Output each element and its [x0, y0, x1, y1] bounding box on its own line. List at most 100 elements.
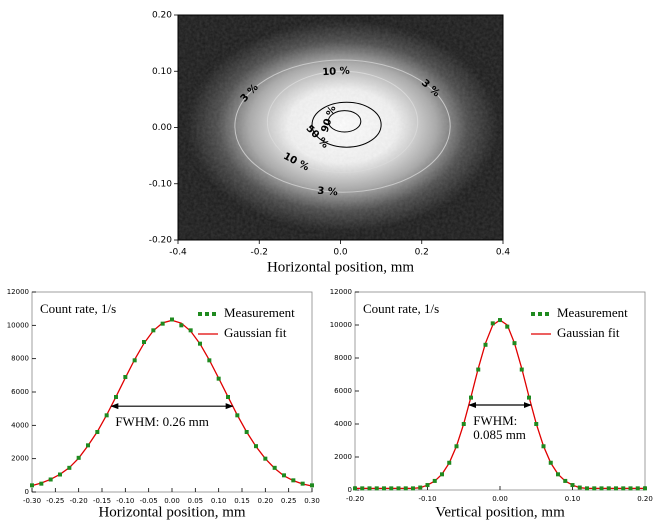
x-tick-label: -0.4: [169, 248, 187, 258]
measurement-point: [95, 430, 100, 434]
measurement-point: [353, 486, 357, 491]
measurement-point: [123, 375, 128, 379]
y-axis-label: Count rate, 1/s: [40, 301, 116, 316]
y-tick-label: 12000: [330, 288, 352, 296]
y-tick-label: 0: [348, 486, 352, 494]
y-tick-label: -0.20: [149, 236, 173, 246]
measurement-point: [188, 328, 193, 333]
measurement-point: [461, 422, 466, 426]
measurement-point: [48, 477, 53, 482]
x-tick-label: 0.4: [496, 248, 511, 258]
x-tick-label: 0.00: [164, 497, 180, 505]
y-tick-label: 2000: [11, 455, 29, 463]
legend-swatch: [198, 312, 202, 316]
measurement-point: [490, 321, 495, 326]
fwhm-label: FWHM: 0.26 mm: [115, 414, 209, 429]
measurement-point: [556, 472, 560, 477]
measurement-point: [58, 472, 62, 477]
measurement-point: [541, 444, 546, 449]
measurement-point: [142, 340, 146, 344]
x-axis-label: Vertical position, mm: [435, 504, 565, 520]
measurement-point: [592, 486, 597, 491]
x-tick-label: -0.20: [70, 497, 88, 505]
contour: [234, 59, 451, 193]
measurement-point: [179, 323, 184, 328]
heatmap-noise: [178, 15, 503, 240]
y-tick-label: 0: [25, 488, 29, 496]
legend-label: Gaussian fit: [557, 325, 620, 340]
y-tick-label: 4000: [334, 420, 352, 428]
measurement-point: [585, 486, 589, 491]
x-tick-label: -0.2: [250, 248, 268, 258]
x-tick-label: -0.20: [346, 495, 364, 503]
x-axis-label: Horizontal position, mm: [267, 259, 414, 275]
x-tick-label: -0.30: [23, 497, 41, 505]
measurement-point: [160, 321, 165, 326]
measurement-point: [469, 395, 473, 400]
measurement-point: [599, 486, 604, 491]
measurement-point: [418, 485, 423, 490]
measurement-point: [389, 486, 394, 491]
legend-swatch: [538, 312, 542, 316]
x-tick-label: 0.10: [211, 497, 227, 505]
measurement-point: [151, 328, 156, 333]
fwhm-label: 0.085 mm: [473, 427, 526, 442]
measurement-point: [235, 413, 240, 418]
measurement-point: [425, 483, 430, 488]
measurement-point: [198, 341, 202, 346]
y-tick-label: 6000: [334, 387, 352, 395]
measurement-point: [282, 473, 286, 478]
measurement-point: [263, 456, 268, 461]
legend-swatch: [212, 312, 216, 316]
y-tick-label: 2000: [334, 453, 352, 461]
measurement-point: [447, 460, 452, 465]
legend-label: Measurement: [224, 305, 295, 320]
measurement-point: [621, 486, 626, 491]
legend-swatch: [545, 312, 549, 316]
y-tick-label: 0.10: [152, 67, 172, 77]
contour-label: 10 %: [322, 66, 350, 79]
measurement-point: [104, 413, 109, 418]
measurement-point: [628, 486, 633, 491]
measurement-point: [254, 444, 258, 449]
x-tick-label: -0.25: [46, 497, 64, 505]
measurement-point: [244, 430, 249, 434]
measurement-point: [132, 358, 137, 363]
y-tick-label: 10000: [330, 321, 352, 329]
measurement-point: [440, 472, 444, 477]
x-tick-label: -0.10: [116, 497, 134, 505]
measurement-point: [226, 395, 230, 399]
measurement-point: [432, 478, 437, 483]
x-tick-label: -0.05: [140, 497, 158, 505]
x-tick-label: 0.20: [637, 495, 653, 503]
measurement-point: [548, 460, 553, 465]
x-tick-label: 0.30: [304, 497, 320, 505]
y-tick-label: 10000: [7, 321, 29, 329]
measurement-point: [30, 483, 34, 488]
contour-label: 3 %: [317, 186, 338, 199]
measurement-point: [382, 486, 386, 491]
x-tick-label: -0.15: [93, 497, 111, 505]
measurement-point: [527, 395, 531, 400]
measurement-point: [606, 486, 611, 491]
legend-label: Measurement: [557, 305, 628, 320]
legend-label: Gaussian fit: [224, 325, 287, 340]
measurement-point: [577, 485, 582, 490]
measurement-point: [512, 341, 517, 346]
x-tick-label: 0.10: [565, 495, 581, 503]
y-tick-label: 6000: [11, 388, 29, 396]
measurement-point: [310, 483, 314, 488]
measurement-point: [498, 318, 502, 323]
y-tick-label: 12000: [7, 288, 29, 296]
x-tick-label: 0.0: [333, 248, 348, 258]
x-tick-label: 0.20: [258, 497, 274, 505]
measurement-point: [454, 444, 459, 449]
measurement-point: [403, 486, 408, 491]
measurement-point: [367, 486, 372, 491]
measurement-point: [614, 486, 618, 491]
measurement-point: [170, 317, 174, 322]
measurement-point: [114, 395, 118, 399]
measurement-point: [563, 478, 568, 483]
measurement-point: [570, 483, 575, 488]
x-axis-label: Horizontal position, mm: [98, 504, 245, 520]
